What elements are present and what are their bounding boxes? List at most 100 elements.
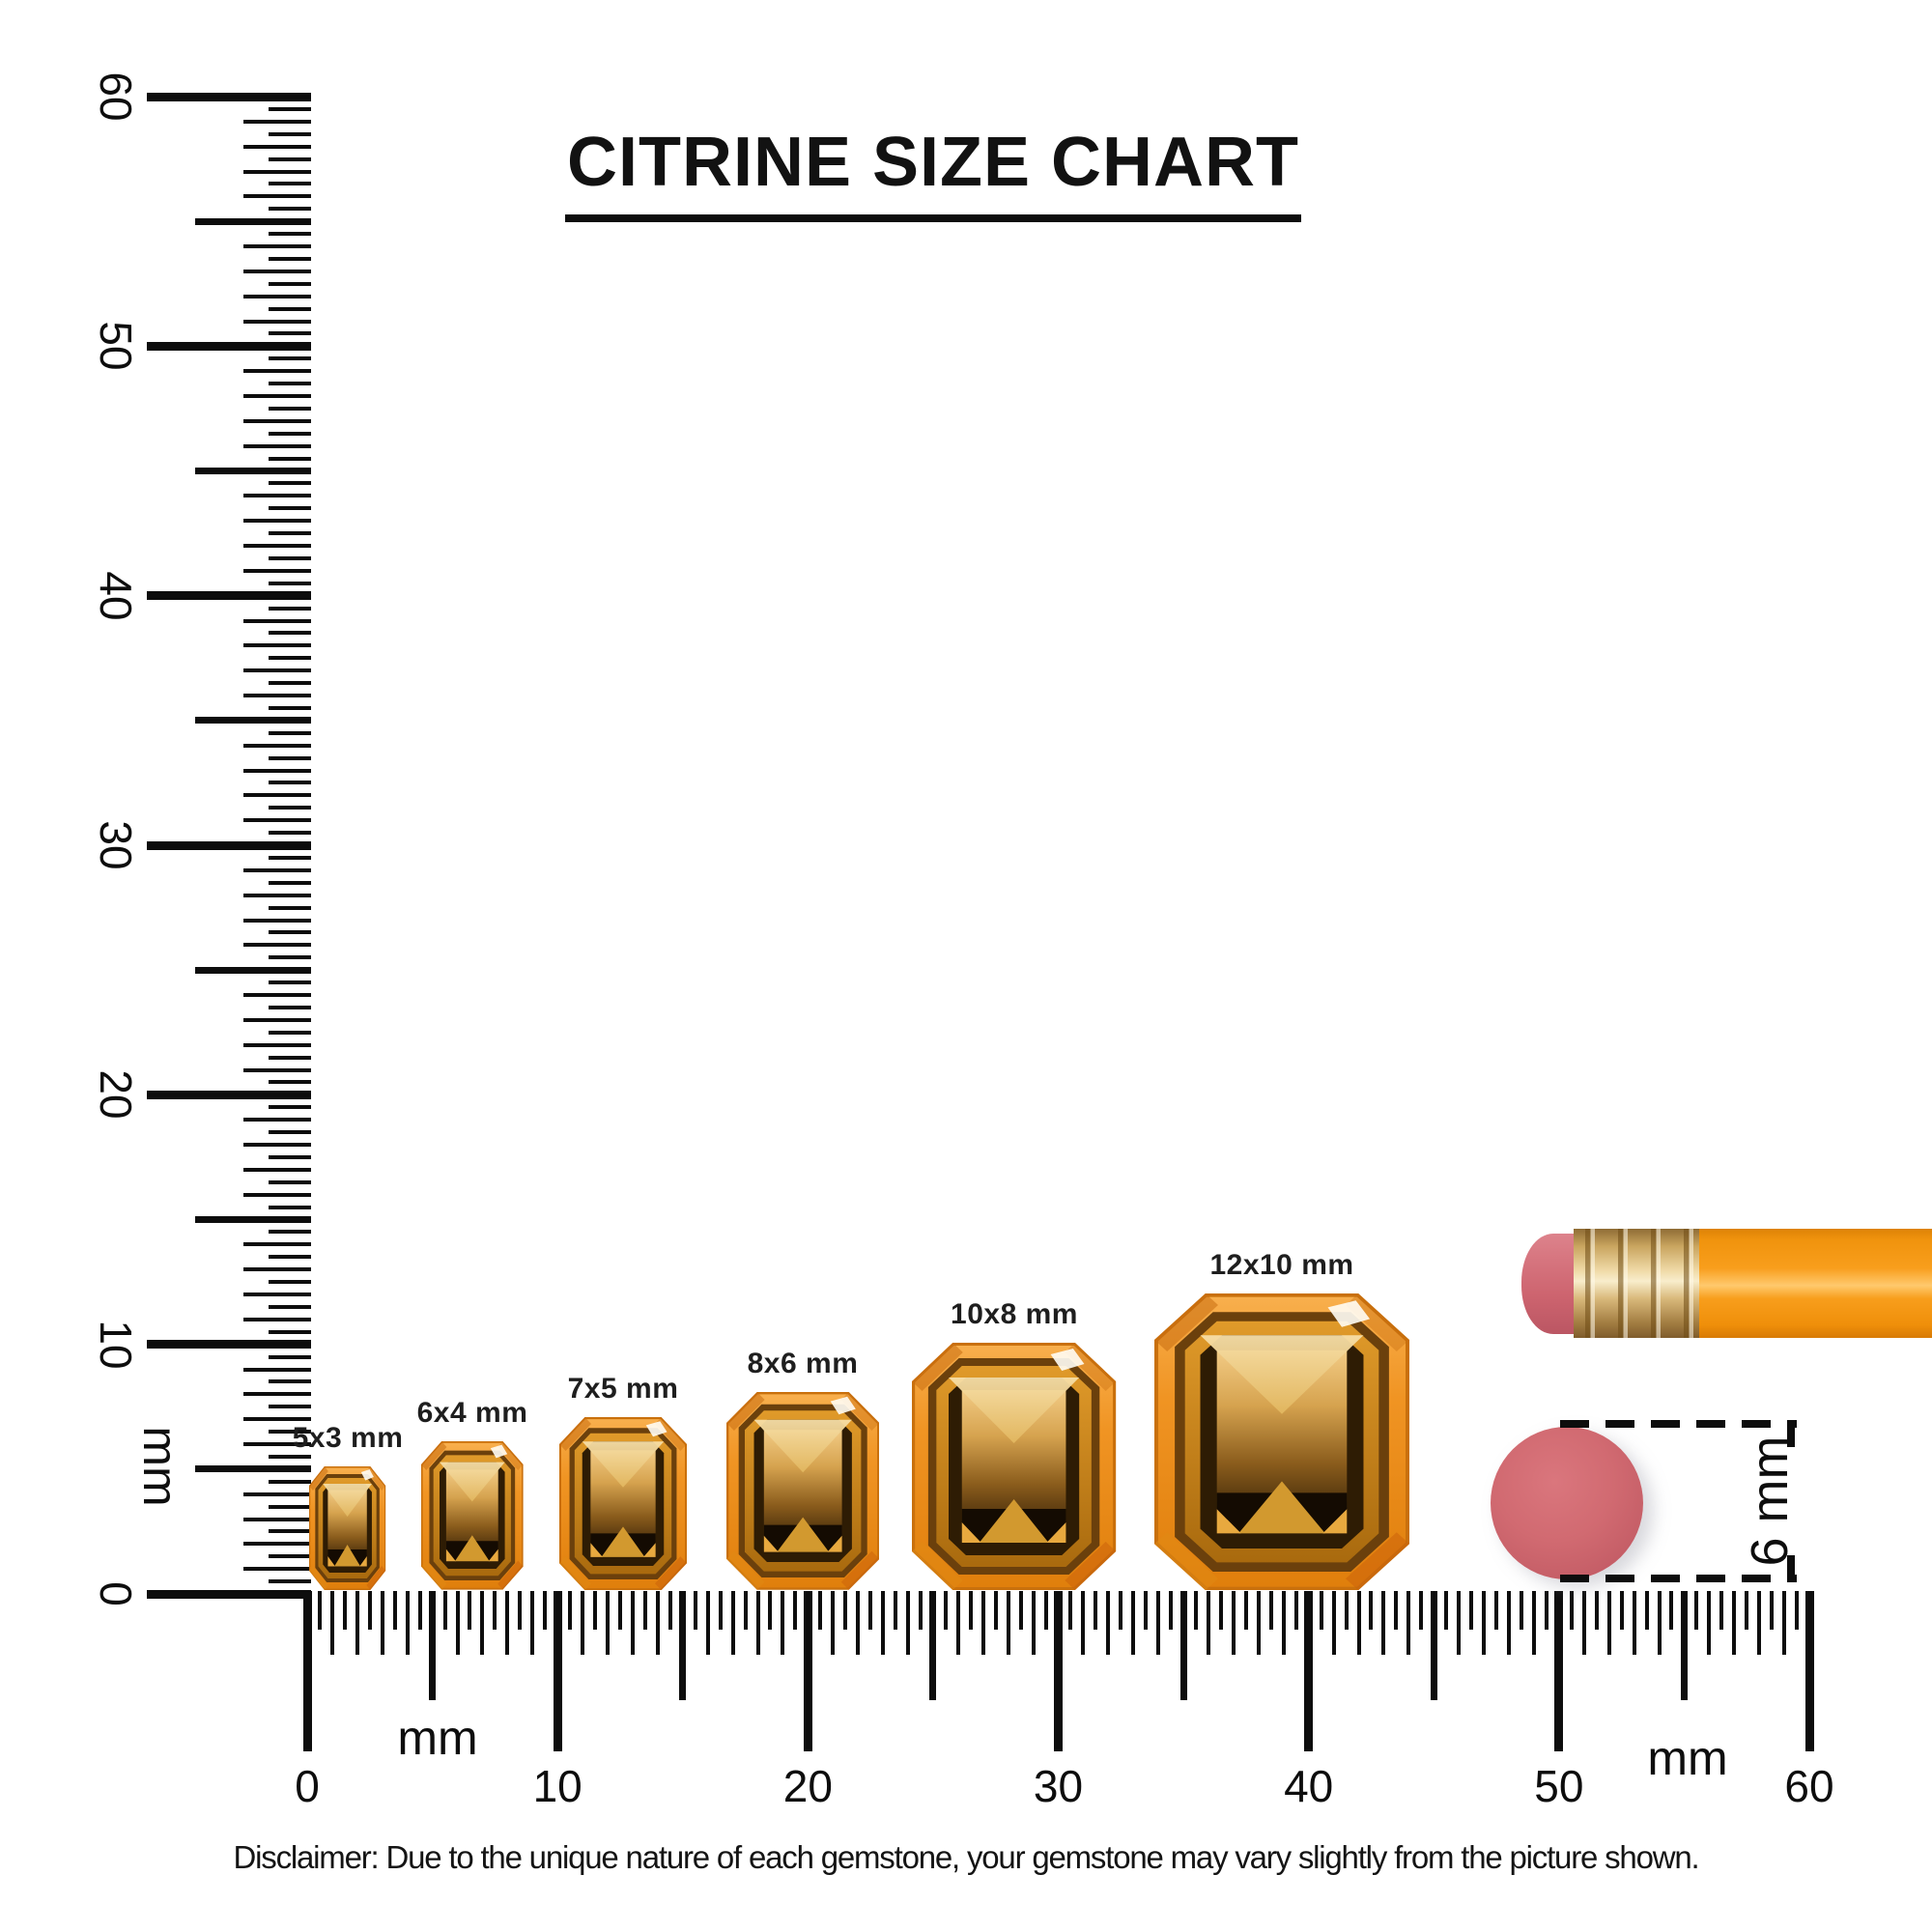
horizontal-ruler-tick xyxy=(429,1591,437,1700)
horizontal-ruler-tick xyxy=(1043,1591,1048,1630)
vertical-ruler-tick xyxy=(243,694,311,697)
horizontal-ruler-tick xyxy=(1207,1591,1210,1655)
horizontal-ruler-tick xyxy=(1406,1591,1411,1655)
vertical-ruler-tick xyxy=(269,831,311,836)
horizontal-ruler-tick xyxy=(1331,1591,1336,1655)
vertical-ruler-tick xyxy=(269,281,311,286)
vertical-ruler-tick xyxy=(195,1216,311,1223)
vertical-ruler-tick xyxy=(243,1267,311,1272)
vertical-ruler-tick xyxy=(269,256,311,261)
horizontal-ruler-tick xyxy=(1632,1591,1636,1655)
horizontal-ruler-label: 50 xyxy=(1534,1761,1584,1811)
horizontal-ruler-tick xyxy=(367,1591,372,1630)
pencil-body xyxy=(1699,1229,1932,1338)
horizontal-ruler-tick xyxy=(606,1591,610,1655)
vertical-ruler-tick xyxy=(243,1417,311,1422)
horizontal-ruler-tick xyxy=(1394,1591,1399,1630)
vertical-ruler-tick xyxy=(269,232,311,237)
vertical-ruler-tick xyxy=(243,269,311,273)
vertical-ruler-tick xyxy=(243,918,311,923)
vertical-ruler-tick xyxy=(243,1542,311,1547)
vertical-ruler-tick xyxy=(243,1567,311,1572)
horizontal-ruler-tick xyxy=(1179,1591,1187,1700)
horizontal-ruler-label: 10 xyxy=(532,1761,582,1811)
horizontal-ruler-tick xyxy=(679,1591,687,1700)
vertical-ruler-tick xyxy=(269,1504,311,1509)
disclaimer-text: Disclaimer: Due to the unique nature of … xyxy=(233,1839,1700,1875)
horizontal-ruler-tick xyxy=(718,1591,723,1630)
vertical-ruler-tick xyxy=(243,1317,311,1321)
vertical-ruler-label: 50 xyxy=(91,321,141,371)
horizontal-ruler-tick xyxy=(1068,1591,1073,1630)
horizontal-ruler-tick xyxy=(1782,1591,1787,1655)
vertical-ruler-label: 60 xyxy=(91,71,141,122)
horizontal-ruler-tick xyxy=(856,1591,861,1655)
horizontal-ruler-tick xyxy=(1081,1591,1086,1655)
horizontal-ruler-tick xyxy=(818,1591,823,1630)
horizontal-ruler-tick xyxy=(1419,1591,1424,1630)
vertical-ruler-tick xyxy=(269,1030,311,1035)
horizontal-ruler-tick xyxy=(693,1591,697,1630)
vertical-ruler-tick xyxy=(269,1479,311,1484)
vertical-ruler-tick xyxy=(243,494,311,498)
gem-6x4-mm xyxy=(421,1441,524,1590)
vertical-ruler-tick xyxy=(243,867,311,872)
vertical-ruler-tick xyxy=(269,531,311,536)
pencil-ferrule xyxy=(1574,1229,1699,1338)
horizontal-ruler-tick xyxy=(1243,1591,1248,1630)
vertical-ruler-tick xyxy=(269,730,311,735)
vertical-ruler-tick xyxy=(147,840,311,850)
horizontal-ruler-tick xyxy=(392,1591,397,1630)
vertical-ruler-tick xyxy=(269,1304,311,1309)
vertical-ruler-tick xyxy=(269,1405,311,1409)
vertical-ruler-tick xyxy=(269,806,311,810)
horizontal-ruler-tick xyxy=(442,1591,447,1630)
vertical-ruler-unit-label: mm xyxy=(133,1426,187,1507)
vertical-ruler-label: 10 xyxy=(91,1320,141,1370)
horizontal-ruler-tick xyxy=(668,1591,672,1630)
horizontal-ruler-tick xyxy=(480,1591,485,1655)
vertical-ruler-tick xyxy=(269,681,311,686)
horizontal-ruler-tick xyxy=(1732,1591,1737,1655)
vertical-ruler-tick xyxy=(269,406,311,411)
gem-size-label: 12x10 mm xyxy=(1209,1248,1354,1281)
horizontal-ruler-tick xyxy=(380,1591,384,1655)
horizontal-ruler-unit-label-right: mm xyxy=(1647,1731,1728,1785)
vertical-ruler-tick xyxy=(243,544,311,548)
vertical-ruler-tick xyxy=(269,581,311,585)
vertical-ruler-tick xyxy=(269,1554,311,1559)
horizontal-ruler-tick xyxy=(743,1591,748,1630)
horizontal-ruler-tick xyxy=(943,1591,948,1630)
horizontal-ruler-tick xyxy=(1457,1591,1462,1655)
vertical-ruler-tick xyxy=(269,1154,311,1159)
vertical-ruler-tick xyxy=(147,591,311,601)
vertical-ruler-tick xyxy=(243,943,311,948)
vertical-ruler-tick xyxy=(269,1379,311,1384)
horizontal-ruler-tick xyxy=(302,1591,312,1751)
vertical-ruler-tick xyxy=(269,855,311,860)
vertical-ruler-tick xyxy=(243,1143,311,1147)
horizontal-ruler-tick xyxy=(894,1591,898,1630)
horizontal-ruler-tick xyxy=(1006,1591,1010,1655)
vertical-ruler-tick xyxy=(243,519,311,524)
gem-size-label: 5x3 mm xyxy=(292,1422,404,1454)
vertical-ruler-tick xyxy=(243,893,311,897)
vertical-ruler-tick xyxy=(195,217,311,225)
vertical-ruler-tick xyxy=(269,1454,311,1459)
horizontal-ruler-tick xyxy=(955,1591,960,1655)
horizontal-ruler-tick xyxy=(1757,1591,1762,1655)
vertical-ruler-tick xyxy=(269,156,311,161)
vertical-ruler-tick xyxy=(269,1055,311,1060)
horizontal-ruler-tick xyxy=(1554,1591,1564,1751)
horizontal-ruler-label: 40 xyxy=(1284,1761,1334,1811)
horizontal-ruler-tick xyxy=(329,1591,334,1655)
vertical-ruler-tick xyxy=(243,1042,311,1047)
vertical-ruler-tick xyxy=(269,1130,311,1135)
vertical-ruler-tick xyxy=(243,394,311,399)
horizontal-ruler-tick xyxy=(553,1591,562,1751)
vertical-ruler-tick xyxy=(269,1105,311,1110)
vertical-ruler-tick xyxy=(269,481,311,486)
vertical-ruler-tick xyxy=(269,1529,311,1534)
horizontal-ruler-tick xyxy=(1795,1591,1800,1630)
